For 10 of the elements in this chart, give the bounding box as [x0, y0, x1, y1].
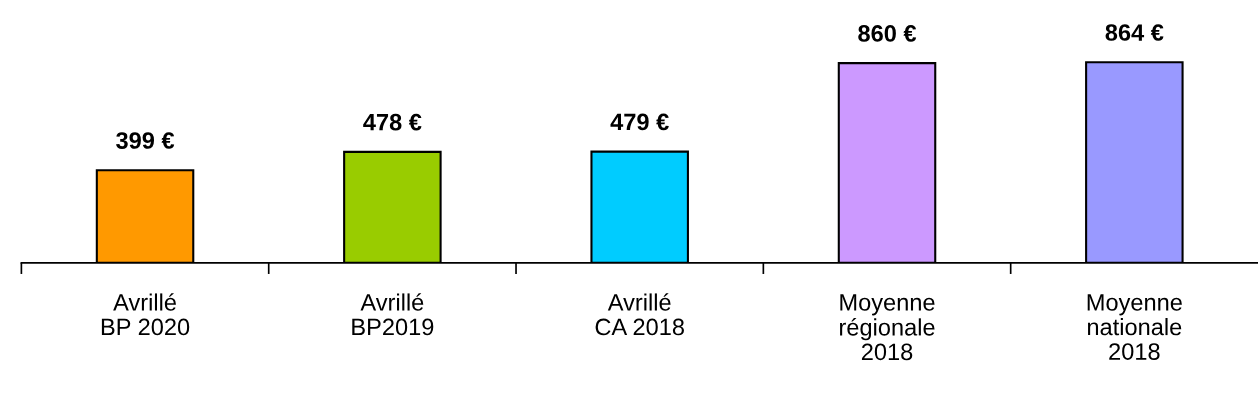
data-label: 478 € — [363, 113, 422, 131]
data-label: 860 € — [858, 25, 917, 42]
data-label: 399 € — [116, 132, 175, 149]
x-tick-label: Moyenne régionale 2018 — [840, 294, 935, 361]
data-label: 479 € — [610, 113, 669, 131]
x-tick-label: Avrillé BP 2020 — [101, 293, 190, 336]
x-tick-label: Avrillé BP2019 — [352, 293, 434, 336]
x-tick-label: Moyenne nationale 2018 — [1087, 294, 1182, 360]
data-label: 864 € — [1105, 24, 1164, 41]
x-tick-label: Avrillé CA 2018 — [595, 293, 684, 336]
